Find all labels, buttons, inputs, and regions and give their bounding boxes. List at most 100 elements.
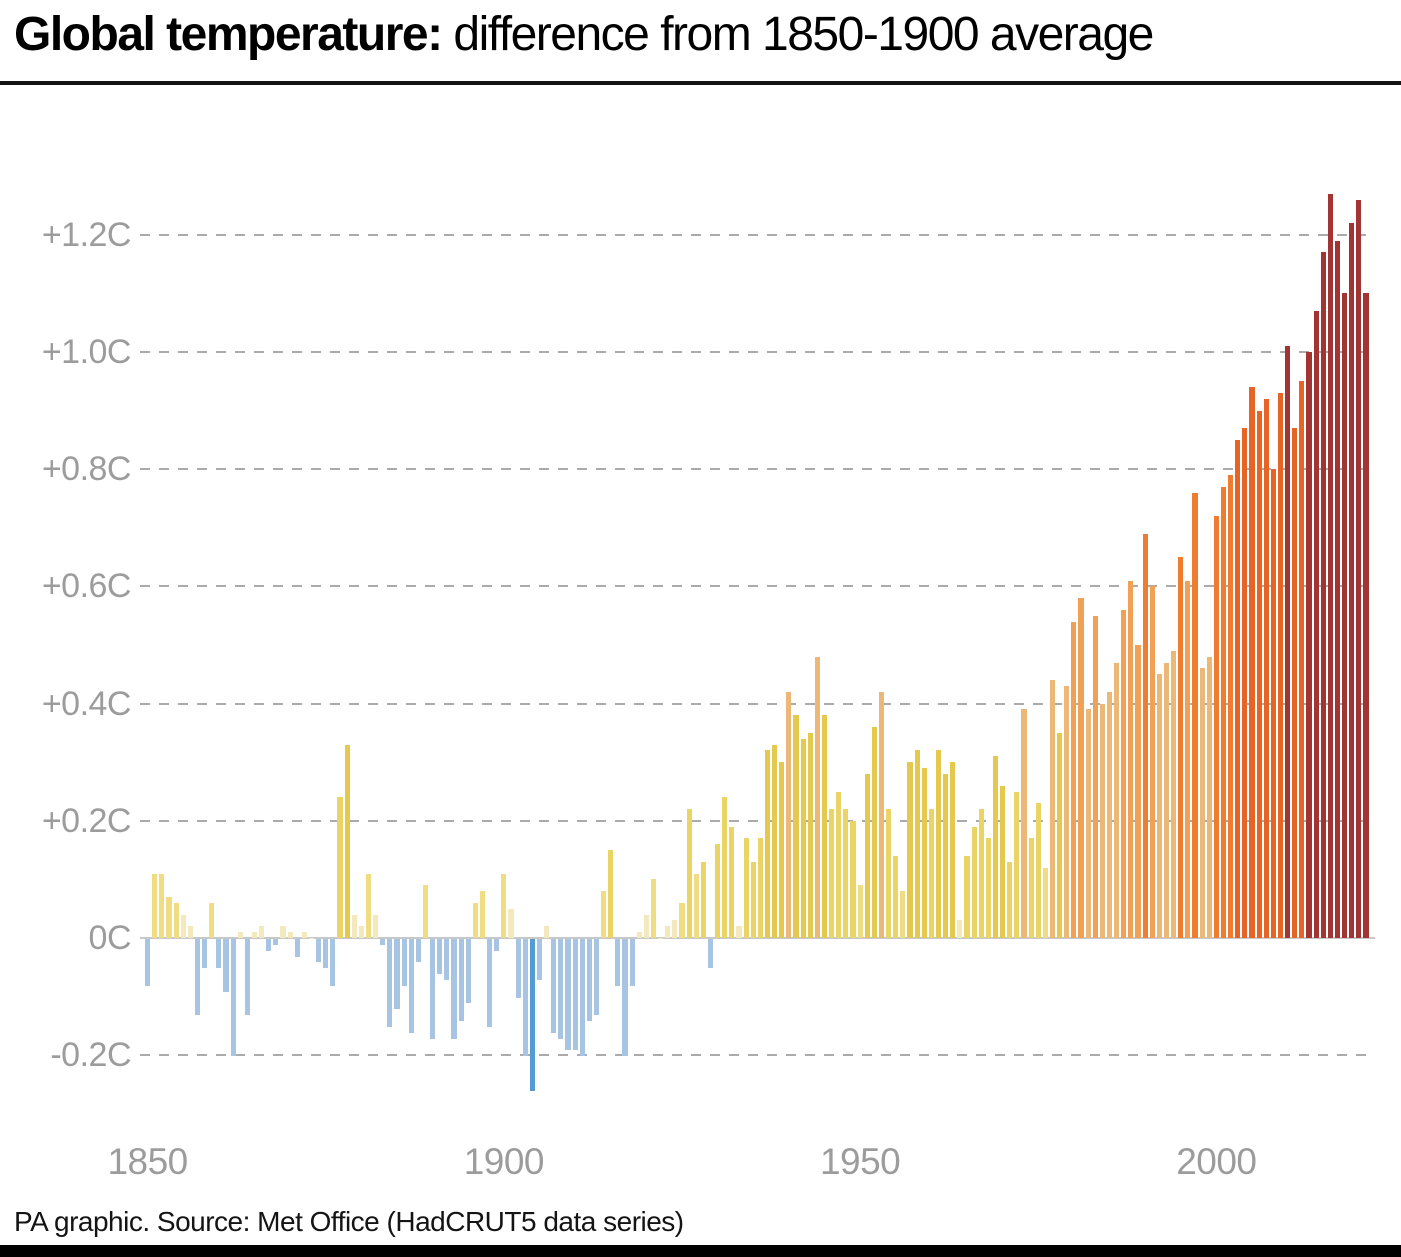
temperature-bar-2005 (1249, 387, 1255, 938)
temperature-bar-2002 (1228, 475, 1234, 938)
temperature-bar-1897 (479, 891, 486, 938)
temperature-bar-1905 (536, 939, 543, 981)
temperature-bar-2021 (1363, 293, 1369, 938)
temperature-bar-2015 (1320, 252, 1326, 938)
temperature-bar-2016 (1327, 193, 1333, 938)
temperature-bar-1903 (522, 939, 528, 1057)
temperature-bar-1944 (814, 656, 820, 938)
temperature-bar-1910 (572, 939, 578, 1051)
temperature-bar-1917 (622, 939, 628, 1057)
gridline--0.2C (140, 1054, 1375, 1057)
temperature-bar-1904 (529, 939, 535, 1092)
temperature-bar-1967 (978, 809, 984, 938)
temperature-bar-1929 (707, 939, 714, 969)
zero-baseline (140, 937, 1375, 939)
temperature-bar-2003 (1235, 439, 1241, 938)
temperature-bar-1956 (900, 891, 906, 938)
temperature-bar-2017 (1334, 240, 1341, 938)
temperature-bar-1997 (1192, 492, 1198, 938)
temperature-bar-1995 (1178, 557, 1184, 938)
title-divider-rule (0, 81, 1401, 85)
temperature-bar-1901 (508, 908, 514, 938)
temperature-bar-1931 (722, 797, 728, 938)
temperature-bar-1926 (686, 809, 692, 938)
temperature-bar-1989 (1135, 645, 1141, 938)
temperature-bar-1994 (1171, 650, 1177, 938)
title-lead: Global temperature: (14, 8, 443, 61)
temperature-bar-2018 (1342, 293, 1348, 938)
temperature-bar-1871 (294, 939, 300, 957)
temperature-bar-1949 (850, 820, 856, 938)
temperature-bar-1939 (779, 762, 785, 938)
temperature-bar-2008 (1270, 469, 1276, 938)
temperature-bar-1861 (223, 939, 229, 992)
temperature-bar-1922 (658, 938, 664, 939)
temperature-bar-1895 (465, 939, 471, 1004)
gridline-+1.2C (140, 233, 1375, 236)
temperature-bar-1900 (501, 873, 507, 938)
temperature-bar-1881 (365, 873, 372, 938)
temperature-bar-1859 (209, 902, 215, 938)
temperature-bar-1912 (586, 939, 592, 1022)
temperature-bar-1913 (593, 939, 600, 1016)
temperature-bar-1998 (1199, 668, 1205, 938)
temperature-bar-1888 (415, 939, 421, 963)
temperature-bar-1972 (1014, 791, 1020, 938)
temperature-bar-1960 (928, 809, 934, 938)
temperature-bar-1991 (1149, 586, 1155, 938)
temperature-bar-1907 (551, 939, 557, 1033)
temperature-bar-2014 (1313, 310, 1319, 938)
temperature-bar-1979 (1064, 686, 1070, 938)
temperature-bar-1933 (736, 926, 742, 938)
gridline-+0.4C (140, 702, 1375, 705)
temperature-bar-1975 (1035, 803, 1041, 938)
temperature-bar-1971 (1007, 861, 1013, 938)
temperature-bar-1935 (750, 861, 756, 938)
temperature-bar-1996 (1185, 580, 1191, 938)
temperature-bar-1877 (337, 797, 343, 938)
temperature-bar-1993 (1163, 662, 1170, 938)
temperature-bar-2019 (1349, 223, 1355, 938)
temperature-bar-1852 (159, 873, 165, 938)
temperature-bar-1936 (757, 838, 763, 938)
temperature-bar-1919 (636, 932, 642, 938)
gridline-+0.8C (140, 468, 1375, 471)
temperature-bar-1868 (273, 939, 279, 945)
temperature-bar-1853 (166, 896, 172, 938)
temperature-bar-1948 (843, 809, 849, 938)
temperature-bar-1867 (266, 939, 272, 951)
temperature-bar-1982 (1085, 709, 1091, 938)
temperature-bar-1958 (914, 750, 920, 938)
temperature-bar-1874 (316, 939, 322, 963)
temperature-bar-1882 (373, 914, 379, 938)
temperature-bar-1923 (665, 926, 671, 938)
temperature-bar-1885 (394, 939, 400, 1010)
temperature-bar-1941 (793, 715, 799, 938)
temperature-bar-1879 (351, 914, 357, 938)
temperature-bar-1932 (729, 826, 735, 938)
temperature-bar-2004 (1242, 428, 1248, 938)
temperature-bar-1946 (829, 809, 835, 938)
x-axis-label-1900: 1900 (463, 1141, 545, 1182)
temperature-bar-1876 (330, 939, 336, 986)
temperature-bar-1915 (608, 850, 614, 938)
temperature-bar-2009 (1277, 393, 1284, 938)
temperature-bar-1990 (1142, 533, 1148, 938)
temperature-bar-1925 (679, 902, 685, 938)
y-axis-label-+0.6C: +0.6C (41, 567, 132, 606)
temperature-bar-1947 (836, 791, 842, 938)
temperature-bar-1864 (244, 939, 250, 1016)
temperature-bar-1911 (579, 939, 585, 1057)
temperature-bar-1884 (387, 939, 393, 1027)
y-axis-label-+0.8C: +0.8C (41, 450, 132, 489)
y-axis-label-+1.0C: +1.0C (41, 333, 132, 371)
temperature-bar-1959 (921, 768, 927, 938)
temperature-bar-1954 (886, 809, 892, 938)
temperature-bar-1945 (821, 715, 828, 938)
x-axis-label-2000: 2000 (1176, 1141, 1257, 1182)
temperature-bar-1980 (1071, 621, 1077, 938)
temperature-bar-1992 (1156, 674, 1162, 938)
temperature-bar-1875 (323, 939, 329, 969)
temperature-bar-1908 (558, 939, 564, 1039)
temperature-bar-1851 (152, 873, 158, 938)
